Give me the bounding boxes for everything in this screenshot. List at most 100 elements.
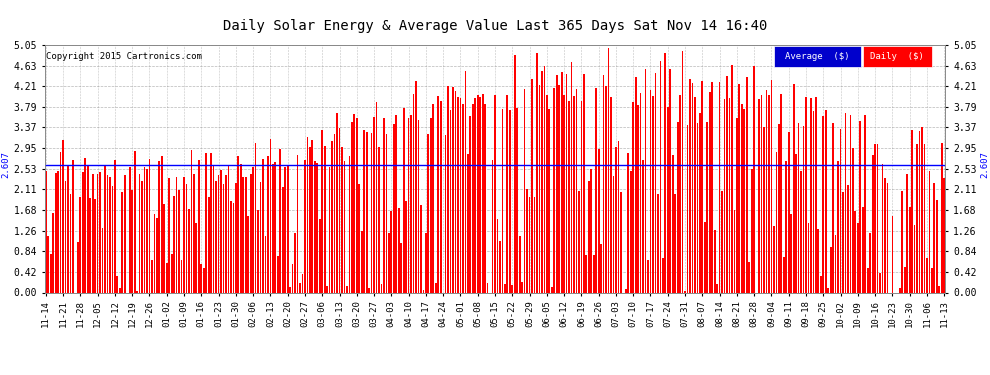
Bar xyxy=(178,190,180,292)
Bar xyxy=(129,167,131,292)
Bar xyxy=(302,274,303,292)
Bar xyxy=(147,170,148,292)
Bar xyxy=(171,254,172,292)
Bar xyxy=(514,55,516,292)
Bar xyxy=(89,198,91,292)
Bar xyxy=(704,222,706,292)
Bar xyxy=(544,66,545,292)
Bar xyxy=(445,135,446,292)
Bar xyxy=(906,174,908,292)
Bar xyxy=(731,64,733,292)
Bar xyxy=(148,159,150,292)
Bar xyxy=(153,213,155,292)
Bar xyxy=(828,288,829,292)
Bar xyxy=(344,161,346,292)
Bar xyxy=(122,192,123,292)
Bar xyxy=(610,98,612,292)
Bar xyxy=(220,170,222,292)
Bar xyxy=(430,118,432,292)
Bar xyxy=(464,70,466,292)
Bar xyxy=(504,284,506,292)
Bar xyxy=(697,123,698,292)
Bar xyxy=(867,268,868,292)
Bar xyxy=(734,210,736,292)
Bar xyxy=(102,228,103,292)
Bar xyxy=(185,184,187,292)
Bar xyxy=(378,147,380,292)
Bar xyxy=(193,174,195,292)
Bar xyxy=(405,201,407,292)
Bar xyxy=(279,149,281,292)
Bar xyxy=(440,101,442,292)
Bar xyxy=(921,127,923,292)
Bar xyxy=(667,106,668,292)
Bar xyxy=(783,257,785,292)
Bar xyxy=(425,233,427,292)
Bar xyxy=(144,166,146,292)
Bar xyxy=(151,260,152,292)
Bar xyxy=(499,241,501,292)
Bar xyxy=(213,165,215,292)
Bar xyxy=(348,156,350,292)
Bar xyxy=(454,91,456,292)
Bar xyxy=(447,86,449,292)
Bar xyxy=(230,201,232,292)
Bar xyxy=(537,53,538,292)
Bar xyxy=(418,120,420,292)
Bar xyxy=(252,167,254,292)
Bar xyxy=(322,130,323,292)
Bar xyxy=(457,97,458,292)
Bar xyxy=(553,88,555,292)
Bar xyxy=(403,108,405,292)
Bar xyxy=(745,76,747,292)
Bar xyxy=(527,189,528,292)
Bar xyxy=(901,190,903,292)
Bar xyxy=(435,282,437,292)
Bar xyxy=(519,236,521,292)
Bar xyxy=(555,75,557,292)
Bar xyxy=(370,133,372,292)
Bar xyxy=(48,236,50,292)
Bar xyxy=(398,208,400,292)
Bar xyxy=(289,287,291,292)
Bar xyxy=(173,196,175,292)
Bar xyxy=(838,162,839,292)
Bar xyxy=(595,88,597,292)
Bar xyxy=(882,164,883,292)
Bar xyxy=(532,79,533,292)
Bar xyxy=(795,154,797,292)
Bar xyxy=(743,109,745,292)
Bar xyxy=(844,113,846,292)
Bar xyxy=(277,256,278,292)
Bar xyxy=(358,184,360,292)
Bar xyxy=(640,93,642,292)
Bar xyxy=(763,127,765,292)
Bar xyxy=(800,171,802,292)
Bar xyxy=(879,273,881,292)
Bar xyxy=(57,171,59,292)
Bar xyxy=(717,285,718,292)
Bar xyxy=(353,114,355,292)
Bar xyxy=(887,183,888,292)
Bar xyxy=(793,84,795,292)
Bar xyxy=(245,177,247,292)
Bar xyxy=(183,177,185,292)
Bar xyxy=(494,95,496,292)
Bar xyxy=(575,89,577,292)
Bar xyxy=(862,207,863,292)
Bar xyxy=(319,219,321,292)
Bar xyxy=(568,101,570,292)
Bar xyxy=(931,268,933,292)
Bar xyxy=(139,174,141,292)
Bar xyxy=(114,160,116,292)
Bar xyxy=(570,62,572,292)
Bar xyxy=(109,177,111,292)
Bar xyxy=(849,115,851,292)
Bar xyxy=(578,192,580,292)
Bar xyxy=(517,108,518,292)
Bar xyxy=(380,284,382,292)
Bar xyxy=(659,61,661,292)
Bar xyxy=(548,110,550,292)
Bar xyxy=(332,141,333,292)
Bar xyxy=(479,97,481,292)
